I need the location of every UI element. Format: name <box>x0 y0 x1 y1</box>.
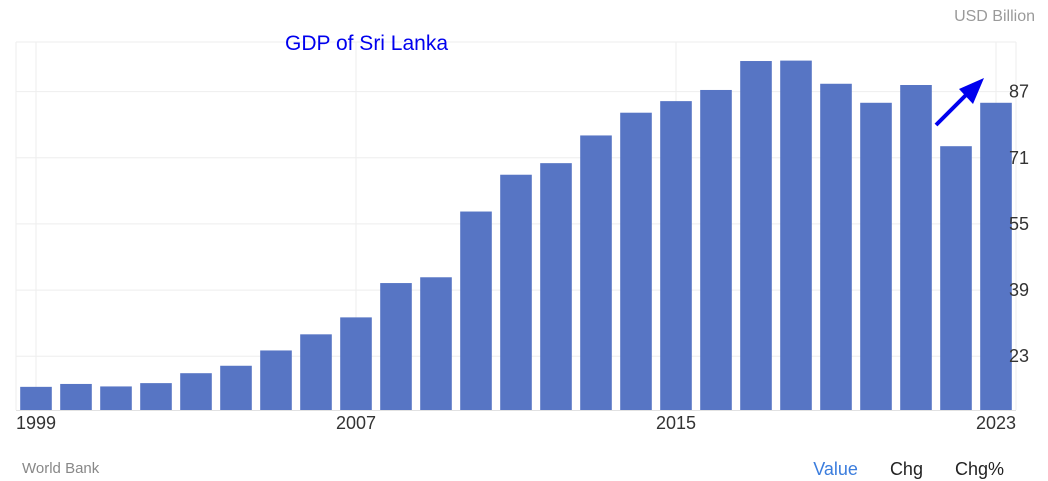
bar-2019 <box>820 83 852 411</box>
view-tabs: Value Chg Chg% <box>813 459 1004 480</box>
bar-2014 <box>620 112 652 410</box>
bar-2022 <box>940 146 972 410</box>
tab-chg-percent[interactable]: Chg% <box>954 459 1004 479</box>
y-axis: 23 39 55 71 87 <box>1009 82 1029 367</box>
bar-2002 <box>140 383 172 410</box>
bar-2004 <box>220 365 252 410</box>
trend-arrow-icon <box>934 78 984 127</box>
bar-2013 <box>580 135 612 410</box>
unit-label: USD Billion <box>954 8 1035 25</box>
bar-2017 <box>740 61 772 410</box>
tab-chg[interactable]: Chg <box>889 459 923 479</box>
y-tick-label: 23 <box>1009 346 1029 366</box>
bar-2001 <box>100 386 132 410</box>
bar-2009 <box>420 277 452 410</box>
bar-2016 <box>700 89 732 410</box>
x-tick-label: 2023 <box>976 413 1016 433</box>
bar-2011 <box>500 174 532 410</box>
bar-2005 <box>260 350 292 410</box>
bar-2015 <box>660 101 692 411</box>
bar-1999 <box>20 386 52 410</box>
bar-2020 <box>860 102 892 411</box>
chart-title: GDP of Sri Lanka <box>285 32 449 55</box>
bar-2021 <box>900 85 932 410</box>
x-axis: 1999 2007 2015 2023 <box>16 413 1016 433</box>
bar-series <box>20 60 1012 411</box>
bar-2000 <box>60 383 92 410</box>
bar-2018 <box>780 60 812 410</box>
y-tick-label: 71 <box>1009 148 1029 168</box>
bar-2003 <box>180 373 212 410</box>
bar-2010 <box>460 211 492 410</box>
x-tick-label: 1999 <box>16 413 56 433</box>
y-tick-label: 87 <box>1009 82 1029 102</box>
chart-grid <box>15 41 1017 411</box>
tab-value[interactable]: Value <box>813 459 858 479</box>
bar-2006 <box>300 334 332 410</box>
source-label: World Bank <box>22 460 100 477</box>
x-tick-label: 2007 <box>336 413 376 433</box>
bar-2023 <box>980 102 1012 411</box>
x-tick-label: 2015 <box>656 413 696 433</box>
y-tick-label: 55 <box>1009 214 1029 234</box>
bar-2008 <box>380 283 412 410</box>
y-tick-label: 39 <box>1009 280 1029 300</box>
bar-2012 <box>540 163 572 410</box>
bar-2007 <box>340 317 372 410</box>
